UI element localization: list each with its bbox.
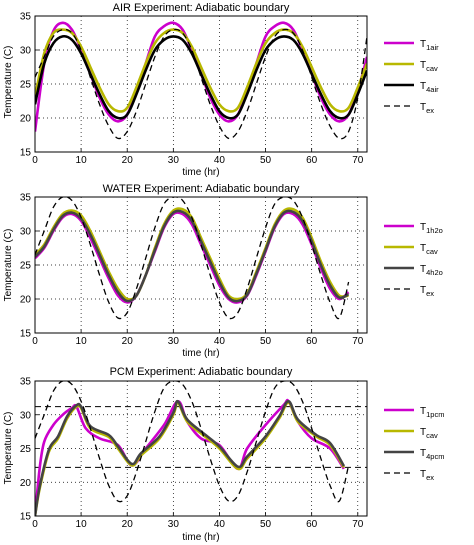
x-tick-label: 60 xyxy=(306,519,318,530)
y-tick-label: 35 xyxy=(20,377,32,388)
y-axis-label: Temperature (C) xyxy=(3,412,14,485)
y-tick-label: 35 xyxy=(20,12,32,23)
series-line-4air xyxy=(35,34,367,120)
series-line-4h2o xyxy=(35,209,350,303)
x-tick-label: 70 xyxy=(352,155,364,166)
series-line-cav xyxy=(35,28,367,113)
y-tick-label: 30 xyxy=(20,227,32,238)
legend-label-4h2o: T4h2o xyxy=(420,264,443,277)
x-tick-label: 30 xyxy=(168,155,180,166)
y-tick-label: 15 xyxy=(20,148,32,159)
x-tick-label: 10 xyxy=(76,336,88,347)
y-axis-label: Temperature (C) xyxy=(3,46,14,119)
chart-title: WATER Experiment: Adiabatic boundary xyxy=(103,183,300,195)
x-tick-label: 20 xyxy=(122,155,134,166)
y-tick-label: 30 xyxy=(20,46,32,57)
x-axis-label: time (hr) xyxy=(182,532,219,543)
x-tick-label: 10 xyxy=(76,519,88,530)
x-tick-label: 70 xyxy=(352,336,364,347)
legend-label-ex: Tex xyxy=(420,102,434,115)
x-tick-label: 20 xyxy=(122,336,134,347)
y-tick-label: 20 xyxy=(20,295,32,306)
chart-panel-pcm: PCM Experiment: Adiabatic boundary Tempe… xyxy=(3,366,444,543)
plot-frame xyxy=(34,15,368,153)
x-tick-label: 70 xyxy=(352,519,364,530)
x-tick-label: 50 xyxy=(260,336,272,347)
series-line-1h2o xyxy=(35,211,350,304)
y-tick-label: 30 xyxy=(20,410,32,421)
y-tick-label: 35 xyxy=(20,193,32,204)
legend-label-1pcm: T1pcm xyxy=(420,406,444,419)
x-tick-label: 40 xyxy=(214,336,226,347)
x-tick-label: 10 xyxy=(76,155,88,166)
series-line-ex xyxy=(35,197,350,320)
series-group xyxy=(35,381,367,516)
x-tick-label: 20 xyxy=(122,519,134,530)
x-tick-label: 60 xyxy=(306,336,318,347)
plot-area: 0 10 20 30 40 50 60 70 15 20 25 30 35 xyxy=(20,193,368,347)
x-tick-label: 50 xyxy=(260,519,272,530)
y-axis-label: Temperature (C) xyxy=(3,229,14,302)
x-tick-label: 0 xyxy=(32,336,38,347)
plot-frame xyxy=(34,196,368,334)
legend-label-ex: Tex xyxy=(420,469,434,482)
y-tick-label: 20 xyxy=(20,114,32,125)
x-tick-label: 30 xyxy=(168,519,180,530)
x-tick-label: 50 xyxy=(260,155,272,166)
series-line-ex xyxy=(35,28,367,140)
x-tick-label: 40 xyxy=(214,519,226,530)
legend-label-4air: T4air xyxy=(420,81,439,94)
y-tick-label: 25 xyxy=(20,261,32,272)
plot-frame xyxy=(34,380,368,517)
legend-label-4pcm: T4pcm xyxy=(420,448,444,461)
x-tick-label: 0 xyxy=(32,519,38,530)
y-tick-label: 15 xyxy=(20,329,32,340)
series-group xyxy=(35,21,367,140)
series-group xyxy=(35,197,350,320)
series-line-ex xyxy=(35,381,350,503)
legend-label-cav: Tcav xyxy=(420,427,438,440)
chart-title: AIR Experiment: Adiabatic boundary xyxy=(113,2,290,14)
plot-area: 0 10 20 30 40 50 60 70 15 20 25 30 35 xyxy=(20,12,368,166)
legend-label-ex: Tex xyxy=(420,285,434,298)
series-line-4pcm xyxy=(35,399,346,516)
legend: T1pcm Tcav T4pcm Tex xyxy=(384,406,444,482)
legend-label-1h2o: T1h2o xyxy=(420,222,443,235)
legend: T1air Tcav T4air Tex xyxy=(384,39,439,115)
legend: T1h2o Tcav T4h2o Tex xyxy=(384,222,443,298)
x-tick-label: 0 xyxy=(32,155,38,166)
x-axis-label: time (hr) xyxy=(182,167,219,178)
y-tick-label: 15 xyxy=(20,512,32,523)
x-tick-label: 30 xyxy=(168,336,180,347)
y-tick-label: 20 xyxy=(20,478,32,489)
legend-label-cav: Tcav xyxy=(420,243,438,256)
legend-label-1air: T1air xyxy=(420,39,439,52)
y-tick-label: 25 xyxy=(20,80,32,91)
plot-area: 0 10 20 30 40 50 60 70 15 20 25 30 35 xyxy=(20,377,368,530)
chart-title: PCM Experiment: Adiabatic boundary xyxy=(110,366,293,378)
legend-label-cav: Tcav xyxy=(420,60,438,73)
x-tick-label: 40 xyxy=(214,155,226,166)
x-axis-label: time (hr) xyxy=(182,348,219,359)
chart-panel-air: AIR Experiment: Adiabatic boundary Tempe… xyxy=(3,2,439,178)
y-tick-label: 25 xyxy=(20,444,32,455)
x-tick-label: 60 xyxy=(306,155,318,166)
chart-panel-water: WATER Experiment: Adiabatic boundary Tem… xyxy=(3,183,443,359)
